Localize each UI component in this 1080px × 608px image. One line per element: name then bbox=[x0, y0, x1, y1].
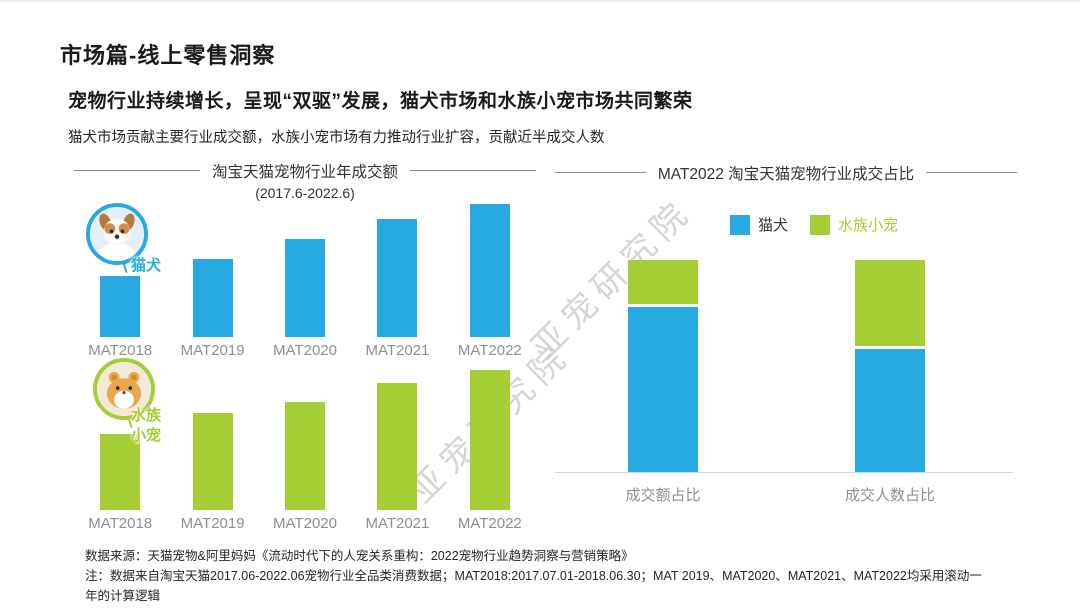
annual-gmv-chart: 淘宝天猫宠物行业年成交额 (2017.6-2022.6) MAT2018 MAT2… bbox=[74, 160, 537, 538]
subheadline: 猫犬市场贡献主要行业成交额，水族小宠市场有力推动行业扩容，贡献近半成交人数 bbox=[68, 130, 605, 146]
x-tick-label: MAT2021 bbox=[365, 342, 430, 359]
猫犬-bar-MAT2020 bbox=[285, 239, 326, 337]
aqua-bar-series: MAT2018 MAT2019 MAT2020 MAT2021 MAT2022 bbox=[74, 370, 536, 532]
catdog-series-label: 猫犬 bbox=[131, 256, 161, 276]
stacked-bar-成交人数占比 bbox=[855, 260, 925, 472]
x-tick-label: MAT2020 bbox=[273, 342, 337, 359]
aqua-series-label-line1: 水族 bbox=[131, 407, 162, 424]
catdog-legend-label: 猫犬 bbox=[758, 217, 789, 234]
legend-item-catdog: 猫犬 bbox=[730, 214, 810, 235]
left-chart-title: 淘宝天猫宠物行业年成交额 bbox=[212, 164, 399, 181]
x-tick-label: MAT2022 bbox=[457, 342, 522, 359]
headline: 宠物行业持续增长，呈现“双驱”发展，猫犬市场和水族小宠市场共同繁荣 bbox=[68, 91, 693, 112]
left-chart-subtitle: (2017.6-2022.6) bbox=[255, 185, 355, 201]
share-chart: MAT2022 淘宝天猫宠物行业成交占比 猫犬 水族小宠 成交额占比 成交人数占… bbox=[555, 162, 1018, 514]
x-tick-label: MAT2021 bbox=[365, 515, 430, 532]
bar-column-MAT2020: MAT2020 bbox=[259, 204, 351, 359]
x-tick-label: MAT2022 bbox=[457, 515, 522, 532]
catdog-legend-swatch bbox=[730, 214, 750, 235]
dog-illustration bbox=[90, 207, 144, 261]
猫犬-segment-成交额占比 bbox=[628, 307, 698, 472]
stacked-bars-plot bbox=[555, 260, 1017, 472]
bar-column-MAT2022: MAT2022 bbox=[444, 204, 536, 359]
bar-column-MAT2019: MAT2019 bbox=[166, 370, 258, 532]
水族小宠-segment-成交人数占比 bbox=[855, 260, 925, 346]
dog-photo bbox=[86, 203, 148, 265]
bar-column-MAT2019: MAT2019 bbox=[166, 204, 258, 359]
bar-column-MAT2021: MAT2021 bbox=[351, 370, 443, 532]
right-chart-header: MAT2022 淘宝天猫宠物行业成交占比 bbox=[555, 162, 1018, 184]
x-tick-label: MAT2019 bbox=[180, 515, 245, 532]
chart-legend: 猫犬 水族小宠 bbox=[730, 214, 920, 235]
bar-column-MAT2020: MAT2020 bbox=[259, 370, 351, 532]
水族小宠-segment-成交额占比 bbox=[628, 260, 698, 304]
水族小宠-bar-MAT2019 bbox=[192, 413, 233, 510]
hamster-illustration bbox=[97, 362, 151, 416]
水族小宠-bar-MAT2022 bbox=[469, 370, 510, 510]
x-tick-label: MAT2020 bbox=[273, 515, 337, 532]
猫犬-bar-MAT2021 bbox=[377, 219, 418, 337]
bar-column-MAT2018: MAT2018 bbox=[74, 370, 166, 532]
水族小宠-bar-MAT2020 bbox=[285, 402, 326, 510]
猫犬-bar-MAT2019 bbox=[192, 259, 233, 337]
title-rule-left bbox=[74, 170, 200, 171]
left-chart-header: 淘宝天猫宠物行业年成交额 (2017.6-2022.6) bbox=[74, 160, 537, 201]
aqua-legend-label: 水族小宠 bbox=[838, 217, 899, 234]
legend-item-aqua: 水族小宠 bbox=[810, 214, 920, 235]
bar-column-MAT2018: MAT2018 bbox=[74, 204, 166, 359]
title-rule-right bbox=[926, 172, 1018, 173]
猫犬-segment-成交人数占比 bbox=[855, 349, 925, 472]
page-title: 市场篇-线上零售洞察 bbox=[60, 43, 276, 68]
right-chart-title: MAT2022 淘宝天猫宠物行业成交占比 bbox=[657, 166, 915, 183]
猫犬-bar-MAT2022 bbox=[469, 204, 510, 337]
footnotes: 数据来源：天猫宠物&阿里妈妈《流动时代下的人宠关系重构：2022宠物行业趋势洞察… bbox=[85, 547, 990, 607]
猫犬-bar-MAT2018 bbox=[100, 276, 141, 337]
aqua-series-label: 水族 小宠 bbox=[131, 406, 161, 445]
x-tick-label-gmv-share: 成交额占比 bbox=[625, 487, 701, 504]
x-axis-line bbox=[555, 472, 1013, 473]
aqua-legend-swatch bbox=[810, 214, 831, 235]
methodology-note: 注：数据来自淘宝天猫2017.06-2022.06宠物行业全品类消费数据；MAT… bbox=[85, 569, 982, 603]
bar-column-MAT2021: MAT2021 bbox=[351, 204, 443, 359]
catdog-series-label-text: 猫犬 bbox=[131, 257, 162, 274]
x-tick-label: MAT2018 bbox=[88, 515, 153, 532]
stacked-bar-成交额占比 bbox=[628, 260, 698, 472]
x-tick-label: MAT2018 bbox=[88, 342, 153, 359]
水族小宠-bar-MAT2021 bbox=[377, 383, 418, 510]
aqua-series-label-line2: 小宠 bbox=[131, 426, 162, 444]
title-rule-right bbox=[410, 170, 537, 171]
bar-column-MAT2022: MAT2022 bbox=[444, 370, 536, 532]
x-tick-label: MAT2019 bbox=[180, 342, 245, 359]
hamster-photo bbox=[93, 358, 155, 420]
data-source-note: 数据来源：天猫宠物&阿里妈妈《流动时代下的人宠关系重构：2022宠物行业趋势洞察… bbox=[85, 549, 634, 563]
catdog-bar-series: MAT2018 MAT2019 MAT2020 MAT2021 MAT2022 bbox=[74, 204, 536, 359]
x-tick-label-buyer-share: 成交人数占比 bbox=[844, 487, 935, 504]
水族小宠-bar-MAT2018 bbox=[100, 434, 141, 510]
title-rule-left bbox=[555, 172, 646, 173]
